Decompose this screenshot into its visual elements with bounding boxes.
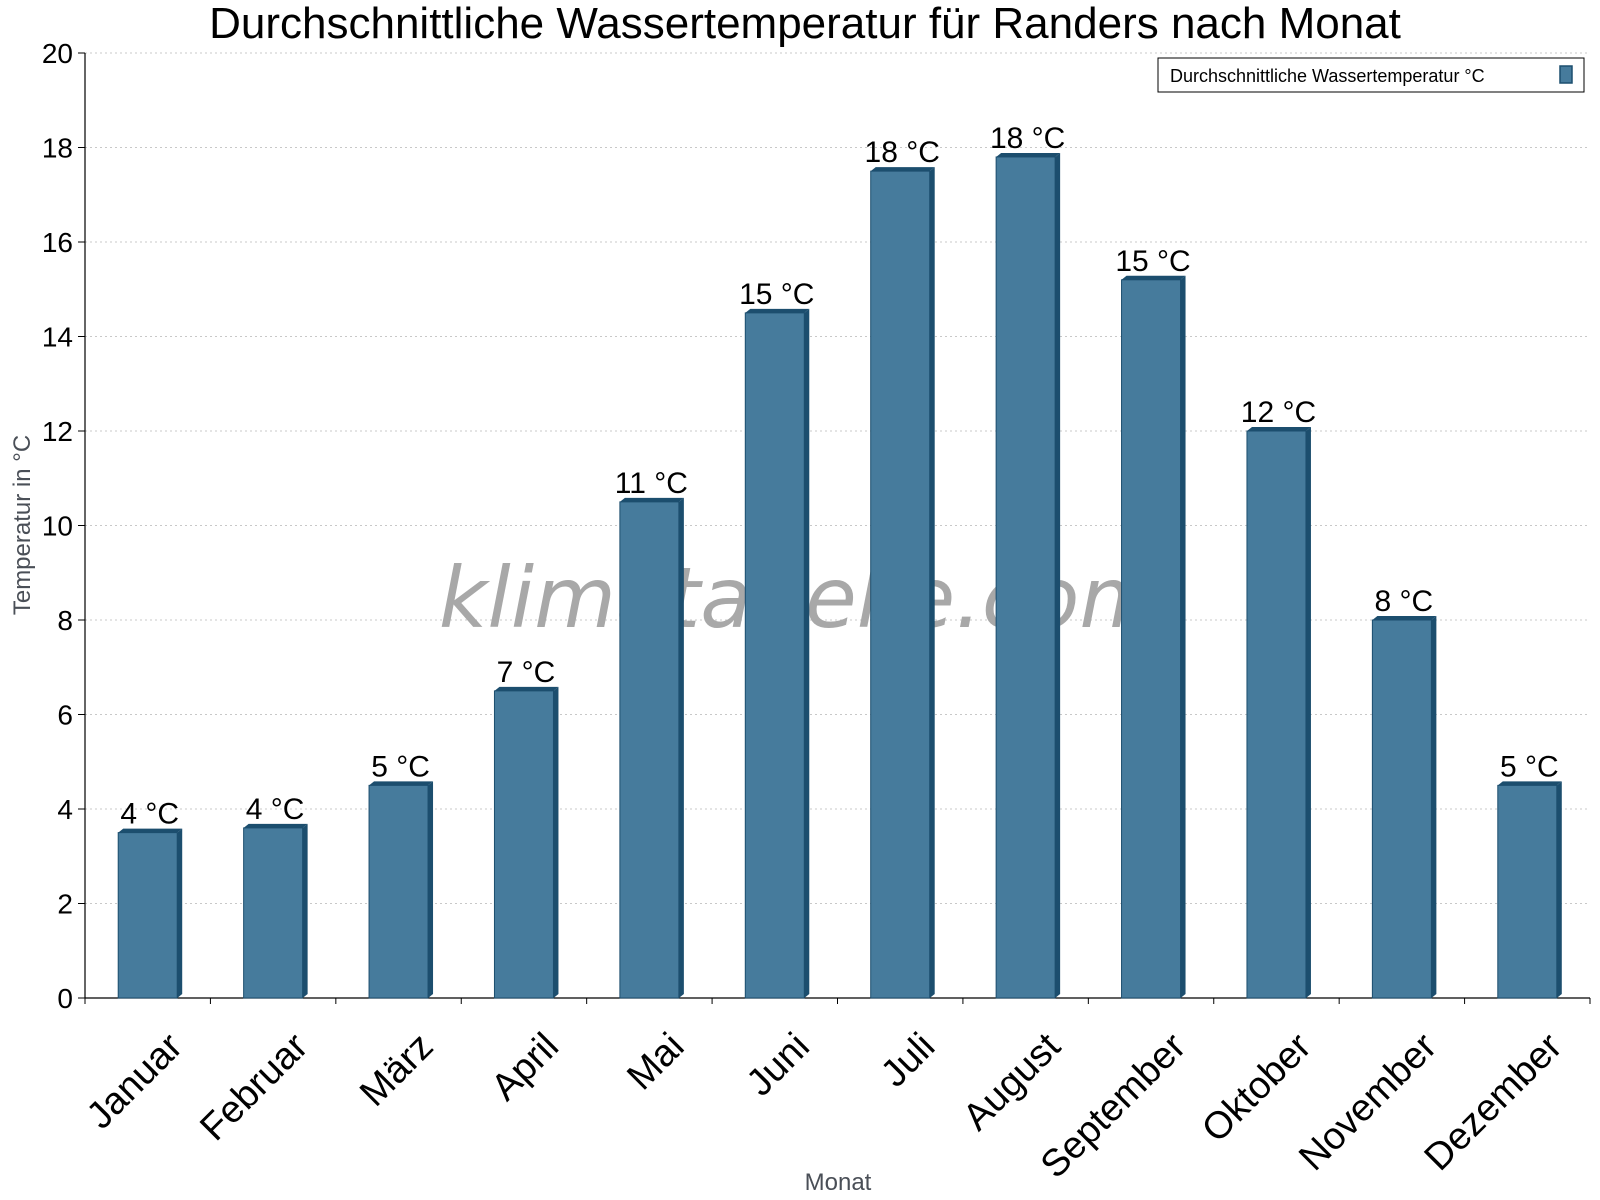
bar[interactable] (1497, 784, 1558, 999)
x-tick-label: August (955, 1025, 1069, 1139)
bar-side (1180, 275, 1186, 998)
data-label: 18 °C (865, 136, 940, 169)
data-label: 7 °C (497, 656, 556, 689)
bar[interactable] (870, 170, 931, 999)
y-tick-label: 2 (57, 889, 73, 920)
bar[interactable] (1371, 619, 1432, 999)
bar-top (1497, 781, 1562, 786)
x-tick-label: Februar (192, 1025, 316, 1149)
x-tick-label: Januar (79, 1025, 191, 1137)
bar-side (678, 497, 684, 998)
bar[interactable] (117, 832, 178, 999)
x-tick-label: März (352, 1025, 441, 1114)
bar-top (1372, 616, 1437, 620)
bar-top (996, 152, 1061, 157)
bar[interactable] (368, 784, 429, 999)
data-label: 11 °C (615, 467, 688, 500)
data-label: 5 °C (371, 750, 430, 783)
bar-side (1055, 152, 1061, 998)
bar-top (1121, 275, 1186, 280)
chart-title: Durchschnittliche Wassertemperatur für R… (209, 0, 1401, 48)
bar[interactable] (1121, 279, 1182, 999)
x-tick-label: Oktober (1194, 1025, 1320, 1151)
y-tick-label: 0 (57, 983, 73, 1014)
bar[interactable] (995, 156, 1056, 999)
data-label: 18 °C (990, 122, 1065, 155)
data-label: 12 °C (1241, 396, 1316, 429)
bar-side (1431, 616, 1437, 998)
bar-side (804, 308, 810, 998)
x-tick-label: Mai (619, 1025, 692, 1098)
bar[interactable] (493, 690, 554, 999)
bar-top (494, 686, 559, 691)
bar-top (118, 828, 183, 833)
y-axis-title: Temperatur in °C (9, 435, 36, 615)
data-label: 8 °C (1375, 585, 1434, 618)
y-tick-label: 4 (57, 794, 73, 825)
x-tick-label: Juli (873, 1025, 943, 1095)
legend-box (1157, 57, 1585, 93)
bar-side (177, 828, 183, 998)
legend-swatch (1559, 65, 1573, 84)
x-axis-title: Monat (805, 1169, 872, 1196)
bar-top (369, 781, 434, 786)
bar-side (1556, 781, 1562, 998)
bar-top (1246, 427, 1311, 431)
y-tick-label: 8 (57, 605, 73, 636)
y-tick-label: 6 (57, 700, 73, 731)
bar-side (929, 167, 935, 998)
bar[interactable] (1246, 430, 1307, 999)
data-label: 4 °C (120, 798, 179, 831)
y-tick-label: 18 (42, 133, 73, 164)
bar-side (553, 686, 559, 998)
legend-label: Durchschnittliche Wassertemperatur °C (1170, 66, 1485, 86)
y-tick-label: 14 (42, 322, 73, 353)
data-label: 4 °C (246, 793, 305, 826)
bar-side (302, 823, 308, 998)
x-tick-label: Juni (739, 1025, 818, 1104)
bar[interactable] (619, 501, 680, 999)
y-tick-label: 12 (42, 416, 73, 447)
x-tick-label: April (484, 1025, 567, 1108)
data-label: 15 °C (1115, 245, 1190, 278)
y-tick-label: 10 (42, 511, 73, 542)
data-label: 5 °C (1500, 750, 1559, 783)
y-tick-label: 20 (42, 38, 73, 69)
bar-top (619, 497, 684, 502)
bar[interactable] (744, 312, 805, 999)
data-label: 15 °C (739, 278, 814, 311)
x-tick-label: Dezember (1417, 1025, 1571, 1179)
bar-top (243, 823, 308, 828)
bar-side (428, 781, 434, 998)
bar-side (1305, 427, 1311, 998)
bar-top (745, 308, 810, 313)
y-tick-label: 16 (42, 227, 73, 258)
bar[interactable] (243, 827, 304, 999)
bar-top (870, 167, 935, 172)
